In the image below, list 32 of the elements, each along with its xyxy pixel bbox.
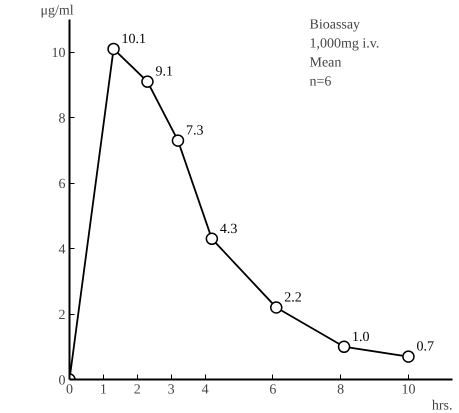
- y-tick-label: 6: [58, 177, 66, 192]
- data-label: 1.0: [352, 330, 370, 345]
- y-tick-label: 2: [58, 308, 66, 324]
- y-axis-title: μg/ml: [40, 4, 74, 18]
- point: [141, 75, 154, 88]
- annotation: Bioassay: [310, 18, 360, 32]
- point: [206, 232, 218, 246]
- annotation: Mean: [310, 56, 342, 70]
- data-label: 0.7: [416, 340, 434, 355]
- data-label: 2.2: [284, 290, 302, 306]
- point: [270, 301, 282, 314]
- point: [338, 340, 350, 354]
- annotation: 1,000mg i.v.: [310, 36, 380, 52]
- data-label: 7.3: [186, 124, 204, 139]
- y-tick-label: 4: [58, 242, 66, 258]
- x-tick-label: 4: [202, 382, 209, 398]
- data-label: 10.1: [122, 32, 146, 47]
- x-tick-label: 10: [401, 382, 416, 398]
- y-tick-label: 10: [52, 46, 66, 62]
- x-tick-label: 8: [337, 382, 344, 398]
- data-label: 4.3: [220, 222, 238, 237]
- y-tick-label: 8: [58, 112, 66, 127]
- point: [107, 42, 120, 56]
- x-tick-label: 3: [168, 382, 175, 398]
- data-label: 9.1: [155, 64, 173, 80]
- x-tick-label: 2: [134, 382, 141, 398]
- x-tick-label: 6: [269, 382, 276, 398]
- point: [402, 350, 415, 363]
- point: [172, 134, 184, 147]
- annotation: n=6: [310, 74, 332, 90]
- x-tick-label: 1: [100, 382, 107, 398]
- x-axis-title: hrs.: [432, 398, 453, 413]
